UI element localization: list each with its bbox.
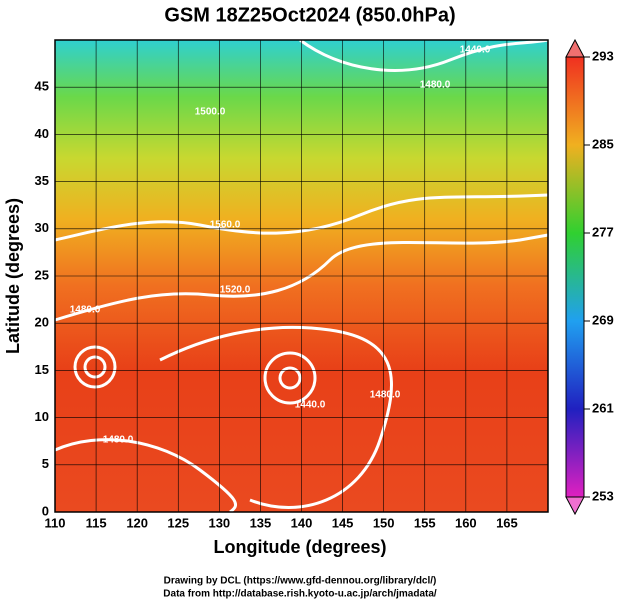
y-tick-label: 35 — [35, 173, 49, 188]
plot-frame — [54, 39, 549, 513]
y-tick-label: 15 — [35, 362, 49, 377]
x-tick-label: 115 — [86, 515, 107, 530]
contour-label: 1480.0 — [103, 435, 134, 446]
colorbar-cap — [565, 38, 585, 58]
x-tick-label: 160 — [455, 515, 477, 530]
colorbar-tick-label: 277 — [592, 224, 614, 239]
colorbar-tick-label: 293 — [592, 48, 614, 63]
colorbar — [565, 56, 585, 498]
colorbar-cap — [565, 496, 585, 516]
y-tick-label: 25 — [35, 267, 49, 282]
y-axis-label: Latitude (degrees) — [3, 198, 23, 354]
x-tick-label: 130 — [208, 515, 230, 530]
colorbar-tick-label: 269 — [592, 312, 614, 327]
y-tick-label: 45 — [35, 79, 49, 94]
x-tick-label: 110 — [45, 515, 66, 530]
colorbar-tick-label: 261 — [592, 400, 614, 415]
x-tick-label: 150 — [373, 515, 395, 530]
x-tick-label: 155 — [414, 515, 436, 530]
y-tick-label: 30 — [35, 220, 49, 235]
x-tick-label: 135 — [250, 515, 272, 530]
contour-label: 1480.0 — [370, 390, 401, 401]
y-tick-label: 20 — [35, 315, 49, 330]
y-tick-label: 10 — [35, 409, 49, 424]
contour-label: 1440.0 — [295, 400, 326, 411]
colorbar-tick-label: 253 — [592, 488, 614, 503]
contour-label: 1520.0 — [220, 285, 251, 296]
credit: Data from http://database.rish.kyoto-u.a… — [163, 589, 437, 600]
contour-label: 1480.0 — [70, 305, 101, 316]
colorbar-tick-label: 285 — [592, 136, 614, 151]
contour-label: 1560.0 — [210, 220, 241, 231]
contour-label: 1500.0 — [195, 107, 226, 118]
credit: Drawing by DCL (https://www.gfd-dennou.o… — [164, 576, 437, 587]
title: GSM 18Z25Oct2024 (850.0hPa) — [164, 4, 455, 26]
y-tick-label: 0 — [42, 503, 49, 518]
x-tick-label: 140 — [291, 515, 313, 530]
contours — [54, 38, 549, 514]
x-tick-label: 165 — [496, 515, 518, 530]
contour-label: 1440.0 — [460, 45, 491, 56]
contour-label: 1480.0 — [420, 80, 451, 91]
x-axis-label: Longitude (degrees) — [213, 537, 386, 557]
x-tick-label: 145 — [332, 515, 354, 530]
y-tick-label: 5 — [42, 456, 49, 471]
y-tick-label: 40 — [35, 126, 49, 141]
x-tick-label: 120 — [126, 515, 148, 530]
x-tick-label: 125 — [167, 515, 189, 530]
